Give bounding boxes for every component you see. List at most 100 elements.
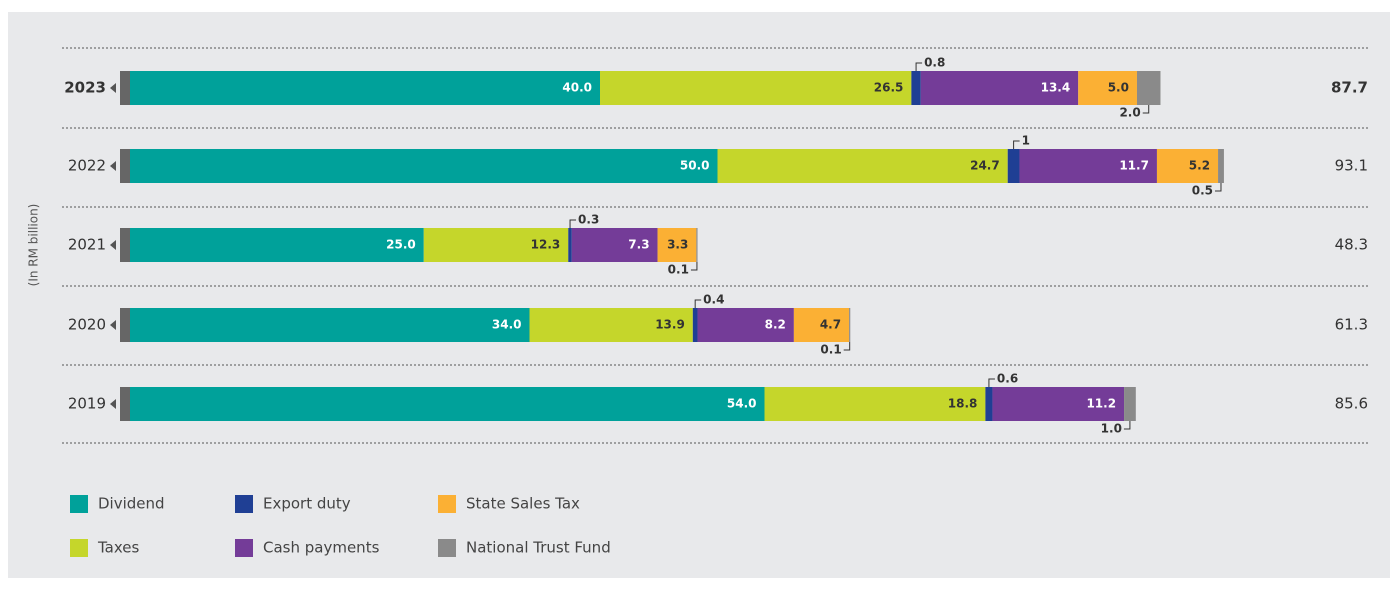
bar-cap <box>120 308 130 342</box>
bar-segment <box>130 71 600 105</box>
value-label: 0.1 <box>820 343 841 357</box>
bar-segment <box>130 387 765 421</box>
label-leader <box>915 62 923 71</box>
category-pointer <box>110 320 116 330</box>
label-leader <box>569 219 577 228</box>
value-label: 54.0 <box>727 397 757 411</box>
category-label: 2020 <box>68 316 106 334</box>
value-label: 0.4 <box>703 293 724 307</box>
legend-label: Export duty <box>263 495 351 513</box>
legend-swatch <box>235 539 253 557</box>
value-label: 3.3 <box>667 238 688 252</box>
legend-label: National Trust Fund <box>466 539 611 557</box>
value-label: 5.2 <box>1189 159 1210 173</box>
total-label: 61.3 <box>1335 316 1368 334</box>
legend-label: State Sales Tax <box>466 495 580 513</box>
bar-segment <box>717 149 1008 183</box>
value-label: 11.2 <box>1086 397 1116 411</box>
bar-segment <box>130 228 424 262</box>
bar-segment <box>793 308 850 342</box>
bar-segment <box>600 71 912 105</box>
value-label: 26.5 <box>874 81 904 95</box>
bar-segment <box>571 228 658 262</box>
value-label: 2.0 <box>1119 106 1140 120</box>
value-label: 18.8 <box>948 397 978 411</box>
value-label: 40.0 <box>562 81 592 95</box>
category-label: 2022 <box>68 157 106 175</box>
value-label: 24.7 <box>970 159 1000 173</box>
value-label: 5.0 <box>1108 81 1129 95</box>
bar-segment <box>1156 149 1219 183</box>
legend-swatch <box>70 539 88 557</box>
legend-label: Taxes <box>97 539 140 557</box>
category-label: 2021 <box>68 236 106 254</box>
bar-cap <box>120 71 130 105</box>
value-label: 11.7 <box>1119 159 1149 173</box>
legend-swatch <box>235 495 253 513</box>
value-label: 0.6 <box>997 372 1018 386</box>
value-label: 0.5 <box>1192 184 1213 198</box>
total-label: 85.6 <box>1335 395 1368 413</box>
category-label: 2019 <box>68 395 106 413</box>
bar-segment <box>1007 149 1020 183</box>
value-label: 4.7 <box>820 318 841 332</box>
value-label: 8.2 <box>765 318 786 332</box>
bar-cap <box>120 149 130 183</box>
legend-label: Dividend <box>98 495 165 513</box>
value-label: 0.8 <box>924 56 945 70</box>
bar-segment <box>130 308 530 342</box>
label-leader <box>1142 105 1150 114</box>
bar-segment <box>568 228 572 262</box>
bar-segment <box>1136 71 1161 105</box>
bar-segment <box>1019 149 1157 183</box>
value-label: 34.0 <box>492 318 522 332</box>
category-pointer <box>110 399 116 409</box>
bar-segment <box>130 149 718 183</box>
legend-swatch <box>70 495 88 513</box>
bar-segment <box>849 308 851 342</box>
category-label: 2023 <box>64 79 106 97</box>
total-label: 87.7 <box>1331 79 1368 97</box>
bar-segment <box>697 308 794 342</box>
bar-segment <box>920 71 1079 105</box>
panel <box>8 12 1390 578</box>
bar-segment <box>911 71 921 105</box>
category-pointer <box>110 240 116 250</box>
bar-cap <box>120 228 130 262</box>
bar-segment <box>1218 149 1224 183</box>
value-label: 25.0 <box>386 238 416 252</box>
bar-segment <box>985 387 993 421</box>
total-label: 48.3 <box>1335 236 1368 254</box>
category-pointer <box>110 83 116 93</box>
label-leader <box>988 378 995 387</box>
bar-segment <box>992 387 1125 421</box>
value-label: 0.1 <box>668 263 689 277</box>
total-label: 93.1 <box>1335 157 1368 175</box>
y-axis-label: (In RM billion) <box>27 204 41 287</box>
bar-segment <box>692 308 698 342</box>
label-leader <box>1013 140 1020 149</box>
value-label: 1.0 <box>1101 422 1122 436</box>
legend-swatch <box>438 539 456 557</box>
value-label: 13.9 <box>655 318 685 332</box>
label-leader <box>843 342 851 351</box>
label-leader <box>694 299 702 308</box>
bar-segment <box>657 228 697 262</box>
value-label: 50.0 <box>680 159 710 173</box>
bar-segment <box>1078 71 1137 105</box>
bar-segment <box>696 228 698 262</box>
bar-segment <box>423 228 569 262</box>
bar-segment <box>529 308 693 342</box>
bar-segment <box>764 387 986 421</box>
value-label: 13.4 <box>1041 81 1071 95</box>
legend-swatch <box>438 495 456 513</box>
value-label: 0.3 <box>578 213 599 227</box>
bar-segment <box>1124 387 1136 421</box>
label-leader <box>690 262 698 271</box>
legend-label: Cash payments <box>263 539 380 557</box>
category-pointer <box>110 161 116 171</box>
value-label: 1 <box>1022 134 1030 148</box>
label-leader <box>1214 183 1222 192</box>
bar-cap <box>120 387 130 421</box>
